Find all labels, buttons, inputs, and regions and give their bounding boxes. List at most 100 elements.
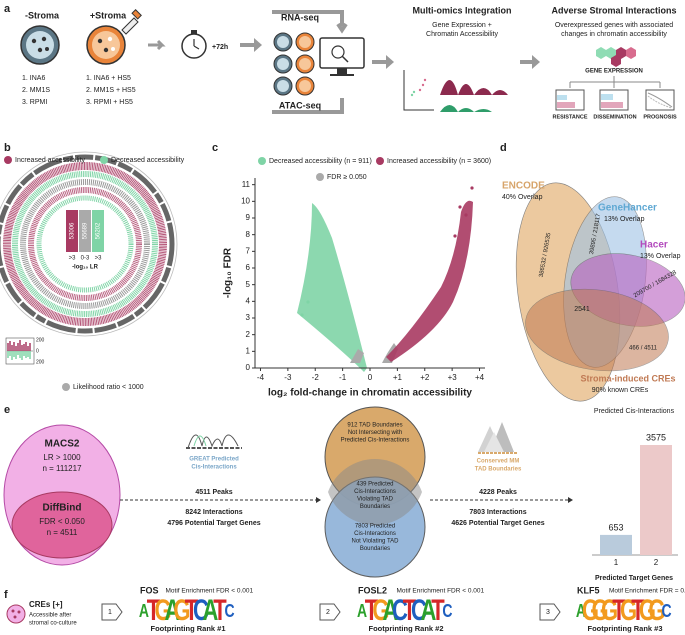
outcome-label: RESISTANCE — [552, 114, 587, 120]
venn-diagram — [515, 182, 685, 402]
cell-line: 1. INA6 + HS5 — [86, 75, 131, 82]
cre-icon — [6, 604, 26, 624]
well-inner — [299, 36, 311, 48]
logo-letter: T — [431, 593, 444, 627]
set-overlap: 13% Overlap — [640, 253, 681, 260]
legend-marker — [258, 157, 266, 165]
x-tick-label: +1 — [393, 373, 403, 382]
panel-label: a — [4, 3, 11, 15]
logo-letter: T — [612, 593, 625, 627]
motif-name: FOS — [140, 585, 159, 595]
legend-label: Decreased accessibility (n = 911) — [269, 158, 372, 165]
x-tick-label: 1 — [614, 558, 619, 567]
volcano-plot: -4 -3 -2 -1 0 +1 +2 +3 +4 0 1 2 3 4 5 6 7 8 9 10 11 log₂ fold… — [223, 157, 491, 399]
y-tick-label: 8 — [246, 230, 251, 239]
y-tick-label: 5 — [246, 280, 251, 289]
well-grid — [273, 32, 315, 96]
step-stat: 8242 Interactions — [185, 509, 242, 516]
tad-line: Violating TAD — [357, 497, 394, 503]
cell-line: 2. MM1S + HS5 — [86, 87, 136, 94]
step-title: Multi-omics Integration — [413, 5, 512, 15]
logo-letter: C — [392, 593, 408, 627]
count-label: 53006 — [70, 222, 76, 239]
great-label: Cis-Interactions — [191, 465, 237, 471]
footer-label: Likelihood ratio < 1000 — [73, 384, 144, 391]
step-number: 1 — [108, 609, 112, 616]
y-tick-label: 10 — [241, 196, 250, 205]
cell-line: 3. RPMI + HS5 — [86, 99, 133, 106]
cell-line: 2. MM1S — [22, 87, 50, 94]
diffbind-title: DiffBind — [43, 503, 82, 514]
inset-tick: 0 — [36, 348, 39, 354]
set-overlap: 13% Overlap — [604, 216, 645, 223]
y-axis-label: -log₁₀ FDR — [223, 247, 234, 298]
logo-letter: A — [357, 600, 367, 622]
logo-letter: T — [147, 593, 160, 627]
step-stat: 4511 Peaks — [195, 489, 232, 496]
inset-tick: 200 — [36, 359, 45, 365]
assay-label: RNA-seq — [281, 12, 319, 22]
circos-plot — [0, 151, 178, 391]
lists: 1. INA6 2. MM1S 3. RPMI 1. INA6 + HS5 2. MM1… — [22, 75, 677, 121]
step-arrow — [539, 603, 561, 621]
logo-letter: G — [173, 593, 190, 627]
x-tick-label: +3 — [448, 373, 458, 382]
logo-letter: T — [185, 593, 198, 627]
diffbind-line: n = 4511 — [47, 528, 78, 537]
legend-label: Increased accessibility (n = 3600) — [387, 158, 491, 165]
logo-letter: G — [582, 593, 599, 627]
tad-line: Cis-Interactions — [354, 531, 396, 537]
panel-label: b — [4, 142, 11, 154]
set-label: Hacer — [640, 240, 668, 251]
tad-line: Cis-Interactions — [354, 489, 396, 495]
logo-letter: A — [576, 600, 586, 622]
x-tick-label: 0 — [368, 373, 373, 382]
motif-enrichment: Motif Enrichment FDR < 0.001 — [166, 588, 254, 595]
logo-letter: A — [203, 593, 219, 627]
y-tick-label: 0 — [246, 363, 251, 372]
x-tick-label: +2 — [420, 373, 430, 382]
macs2-line: LR > 1000 — [43, 453, 81, 462]
macs2-title: MACS2 — [44, 439, 79, 450]
cell-line: 3. RPMI — [22, 99, 47, 106]
x-tick-label: -4 — [257, 373, 265, 382]
legend-marker — [376, 157, 384, 165]
time-label: +72h — [212, 44, 228, 51]
x-axis-label: Predicted Target Genes — [595, 575, 673, 582]
step-subtitle: Gene Expression + — [432, 22, 492, 29]
set-label: Stroma-induced CREs — [580, 373, 675, 383]
motif-name: KLF5 — [577, 585, 600, 595]
conserved-label: Conserved MM — [477, 459, 520, 465]
step-stat: 4796 Potential Target Genes — [167, 520, 260, 527]
logo-letter: T — [631, 593, 644, 627]
logo-letter: T — [365, 593, 378, 627]
count-label: 56202 — [96, 222, 102, 239]
tad-line: Boundaries — [360, 546, 390, 552]
x-axis-label: log₂ fold-change in chromatin accessibil… — [268, 388, 472, 399]
value-label: 3575 — [646, 432, 666, 442]
set-count: 466 / 4511 — [629, 346, 658, 352]
inset-tick: 200 — [36, 337, 45, 343]
gene-hexagons — [555, 47, 675, 111]
range-label: 0-3 — [81, 256, 90, 262]
set-overlap: 90% known CREs — [592, 387, 649, 394]
y-tick-label: 2 — [246, 330, 251, 339]
tad-line: Not Violating TAD — [351, 539, 399, 545]
panel-label: c — [212, 142, 218, 154]
assay-label: ATAC-seq — [279, 100, 321, 110]
dish-icons — [20, 9, 348, 114]
footprint-rank: Footprinting Rank #2 — [369, 624, 444, 633]
logo-letter: C — [193, 593, 209, 627]
step-stat: 7803 Interactions — [469, 509, 526, 516]
footprint-rank: Footprinting Rank #1 — [151, 624, 226, 633]
computer-icon — [319, 37, 394, 76]
flow-shapes — [3, 406, 573, 578]
logo-letter: G — [601, 593, 618, 627]
cre-subtitle: Accessible after — [29, 613, 71, 619]
cre-title: CREs [+] — [29, 600, 63, 609]
cre-subtitle: stromal co-culture — [29, 621, 77, 627]
well-inner — [299, 80, 311, 92]
y-tick-label: 9 — [246, 213, 251, 222]
